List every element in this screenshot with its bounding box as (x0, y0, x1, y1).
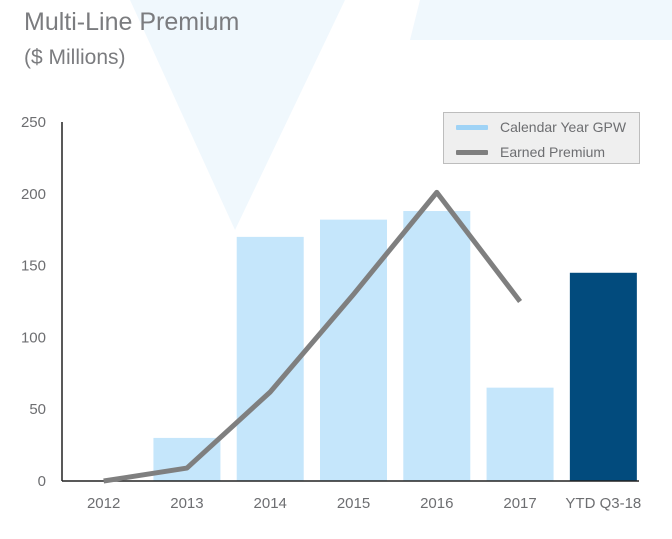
chart-legend: Calendar Year GPW Earned Premium (443, 112, 640, 164)
x-tick-label-2013: 2013 (170, 495, 203, 512)
bar-2016 (403, 211, 471, 482)
chart-title: Multi-Line Premium (24, 8, 240, 36)
chart-subtitle: ($ Millions) (24, 46, 126, 69)
watermark-triangle-left (130, 0, 345, 230)
y-tick-label-250: 250 (21, 114, 46, 131)
legend-item-gpw: Calendar Year GPW (456, 118, 626, 136)
bar-ytd-q3-18 (569, 272, 637, 481)
y-tick-label-100: 100 (21, 329, 46, 346)
bar-2017 (486, 387, 554, 481)
legend-swatch-gpw (456, 124, 488, 130)
legend-label-earned: Earned Premium (500, 144, 606, 160)
x-tick-label-ytd-q3-18: YTD Q3-18 (565, 495, 641, 512)
legend-swatch-earned (456, 149, 488, 155)
y-tick-label-0: 0 (38, 473, 46, 490)
x-tick-label-2014: 2014 (254, 495, 287, 512)
bar-2014 (236, 236, 304, 481)
x-tick-label-2012: 2012 (87, 495, 120, 512)
y-tick-label-200: 200 (21, 186, 46, 203)
x-tick-label-2017: 2017 (503, 495, 536, 512)
y-tick-label-150: 150 (21, 258, 46, 275)
earned-premium-line (103, 189, 523, 484)
legend-label-gpw: Calendar Year GPW (500, 119, 627, 135)
watermark-triangle-right (410, 0, 672, 40)
bar-2015 (320, 219, 387, 481)
y-tick-label-50: 50 (29, 401, 46, 418)
x-tick-label-2016: 2016 (420, 495, 453, 512)
x-tick-label-2015: 2015 (337, 495, 370, 512)
legend-item-earned: Earned Premium (456, 143, 605, 161)
